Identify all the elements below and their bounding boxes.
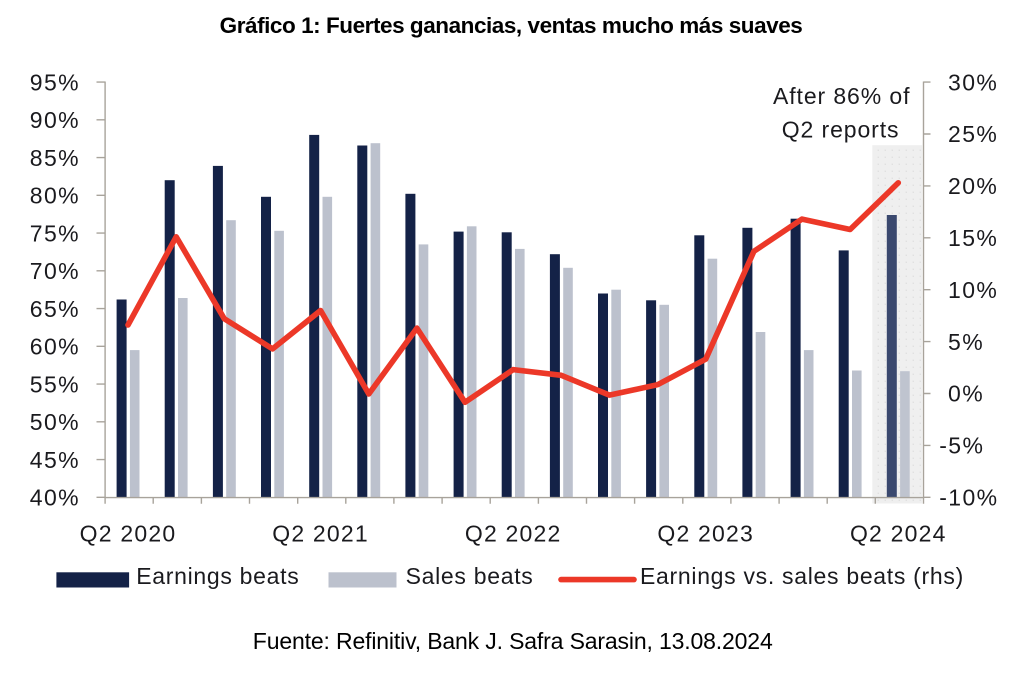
svg-text:25%: 25%	[948, 121, 998, 147]
svg-text:-5%: -5%	[939, 433, 984, 459]
svg-text:After 86% of: After 86% of	[773, 83, 910, 109]
svg-text:Earnings vs. sales beats (rhs): Earnings vs. sales beats (rhs)	[640, 563, 964, 589]
svg-text:95%: 95%	[30, 69, 80, 95]
svg-text:90%: 90%	[30, 107, 80, 133]
svg-text:55%: 55%	[30, 371, 80, 397]
svg-text:30%: 30%	[948, 69, 998, 95]
svg-text:15%: 15%	[948, 225, 998, 251]
svg-text:85%: 85%	[30, 145, 80, 171]
svg-text:Q2 2024: Q2 2024	[850, 521, 947, 547]
svg-text:Earnings beats: Earnings beats	[136, 563, 299, 589]
svg-text:Q2 2020: Q2 2020	[80, 521, 177, 547]
svg-text:20%: 20%	[948, 173, 998, 199]
svg-text:60%: 60%	[30, 334, 80, 360]
svg-text:45%: 45%	[30, 447, 80, 473]
svg-text:40%: 40%	[30, 485, 80, 511]
svg-text:65%: 65%	[30, 296, 80, 322]
svg-text:70%: 70%	[30, 258, 80, 284]
svg-text:0%: 0%	[948, 381, 984, 407]
svg-text:Q2 2021: Q2 2021	[272, 521, 369, 547]
svg-text:Sales beats: Sales beats	[406, 563, 534, 589]
svg-text:50%: 50%	[30, 409, 80, 435]
svg-text:80%: 80%	[30, 183, 80, 209]
svg-text:Q2 2022: Q2 2022	[465, 521, 562, 547]
svg-text:75%: 75%	[30, 220, 80, 246]
svg-text:-10%: -10%	[939, 485, 998, 511]
svg-text:5%: 5%	[948, 329, 984, 355]
svg-text:Q2 2023: Q2 2023	[657, 521, 754, 547]
svg-text:10%: 10%	[948, 277, 998, 303]
svg-text:Gráfico 1: Fuertes ganancias,: Gráfico 1: Fuertes ganancias, ventas muc…	[220, 13, 803, 38]
svg-text:Fuente: Refinitiv, Bank J. Saf: Fuente: Refinitiv, Bank J. Safra Sarasin…	[253, 628, 773, 654]
svg-text:Q2 reports: Q2 reports	[782, 116, 900, 142]
